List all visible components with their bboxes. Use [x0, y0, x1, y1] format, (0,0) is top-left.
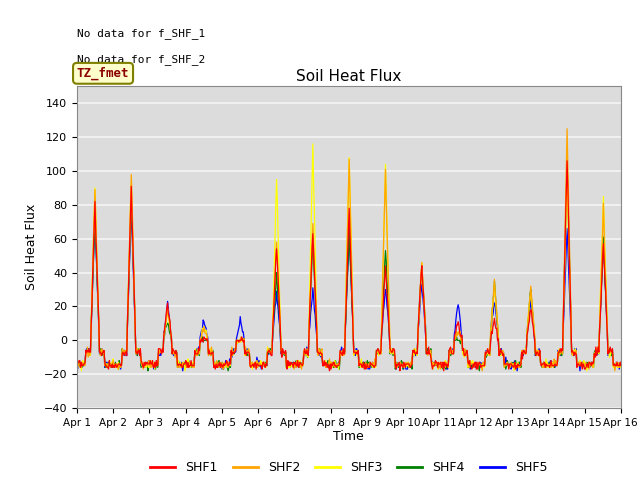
SHF2: [223, 361, 230, 367]
Text: No data for f_SHF_1: No data for f_SHF_1: [77, 28, 205, 39]
SHF5: [140, 363, 147, 369]
SHF4: [416, 299, 424, 304]
SHF5: [617, 360, 625, 365]
SHF3: [73, 361, 81, 367]
SHF1: [416, 302, 424, 308]
SHF4: [431, 361, 439, 367]
SHF2: [139, 363, 147, 369]
SHF2: [194, 346, 202, 352]
SHF1: [326, 368, 333, 373]
SHF3: [617, 364, 625, 370]
SHF3: [77, 368, 85, 373]
SHF4: [195, 349, 202, 355]
Legend: SHF1, SHF2, SHF3, SHF4, SHF5: SHF1, SHF2, SHF3, SHF4, SHF5: [145, 456, 552, 479]
SHF2: [479, 368, 486, 373]
Text: No data for f_SHF_2: No data for f_SHF_2: [77, 54, 205, 65]
SHF4: [223, 364, 231, 370]
SHF3: [309, 141, 317, 147]
SHF1: [563, 158, 571, 164]
SHF1: [139, 363, 147, 369]
SHF4: [617, 363, 625, 369]
SHF4: [563, 160, 571, 166]
SHF2: [563, 126, 571, 132]
X-axis label: Time: Time: [333, 431, 364, 444]
Line: SHF2: SHF2: [77, 129, 621, 371]
SHF3: [417, 290, 424, 296]
SHF2: [73, 363, 81, 369]
SHF3: [195, 349, 202, 355]
SHF1: [431, 358, 439, 363]
SHF3: [140, 364, 147, 370]
SHF4: [144, 368, 152, 373]
SHF1: [223, 358, 230, 363]
SHF5: [73, 363, 81, 369]
SHF2: [83, 351, 90, 357]
SHF2: [617, 360, 625, 365]
Title: Soil Heat Flux: Soil Heat Flux: [296, 69, 401, 84]
Text: TZ_fmet: TZ_fmet: [77, 67, 129, 80]
SHF4: [83, 351, 90, 357]
SHF5: [83, 346, 90, 352]
SHF3: [84, 349, 92, 355]
SHF5: [196, 348, 204, 353]
SHF4: [73, 364, 81, 370]
SHF3: [223, 364, 231, 370]
Line: SHF3: SHF3: [77, 144, 621, 371]
SHF4: [139, 361, 147, 367]
SHF5: [179, 368, 187, 373]
Line: SHF1: SHF1: [77, 161, 621, 371]
Line: SHF5: SHF5: [77, 206, 621, 371]
SHF1: [194, 351, 202, 357]
SHF1: [617, 363, 625, 369]
SHF1: [83, 349, 90, 355]
SHF2: [431, 363, 438, 369]
SHF1: [73, 358, 81, 363]
Y-axis label: Soil Heat Flux: Soil Heat Flux: [25, 204, 38, 290]
SHF5: [417, 297, 424, 302]
SHF2: [415, 314, 422, 320]
SHF3: [433, 361, 440, 367]
SHF5: [433, 361, 440, 367]
SHF5: [127, 204, 135, 209]
SHF5: [224, 363, 232, 369]
Line: SHF4: SHF4: [77, 163, 621, 371]
